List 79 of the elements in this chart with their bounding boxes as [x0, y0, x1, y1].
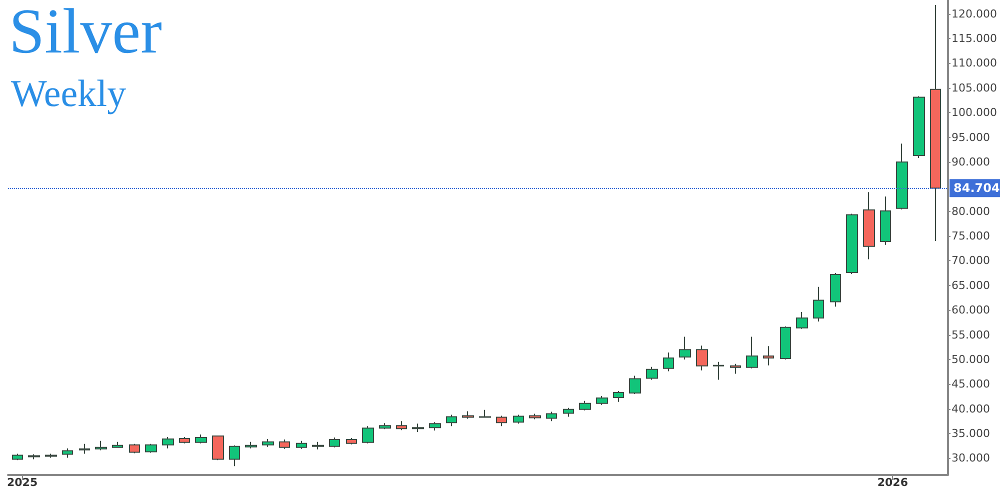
candlestick — [780, 326, 791, 360]
candlestick — [279, 438, 290, 450]
candlestick — [613, 390, 624, 402]
candlestick — [830, 272, 841, 308]
candlestick — [880, 196, 891, 246]
candlestick — [846, 213, 858, 275]
candlestick — [179, 436, 190, 444]
y-tick-label: 75.000 — [952, 230, 990, 243]
candlestick — [112, 441, 123, 448]
candlestick — [579, 400, 591, 411]
candlestick — [746, 336, 758, 369]
candlestick — [730, 363, 741, 374]
y-tick-label: 70.000 — [952, 254, 990, 268]
candlestick — [429, 422, 441, 432]
y-tick-label: 35.000 — [952, 427, 990, 440]
candlestick — [79, 443, 90, 454]
y-tick-label: 95.000 — [952, 130, 990, 144]
y-tick-label: 30.000 — [952, 452, 990, 465]
candlestick — [479, 409, 491, 418]
y-tick-label: 60.000 — [952, 304, 990, 317]
candlestick — [396, 420, 407, 431]
x-tick-label: 2026 — [877, 476, 908, 489]
candlestick — [696, 345, 708, 371]
candlestick — [312, 441, 324, 450]
candlestick — [913, 96, 925, 159]
candlestick — [930, 4, 941, 242]
chart-title: Silver — [9, 0, 162, 66]
ref-line-label: 84.704 — [954, 181, 1000, 196]
y-tick-label: 65.000 — [952, 278, 990, 292]
candlestick — [195, 434, 207, 444]
text: Weekly — [11, 73, 126, 115]
candlestick — [863, 192, 875, 260]
y-tick-label: 105.000 — [952, 81, 998, 94]
y-tick-label: 100.000 — [952, 106, 998, 120]
candlestick — [129, 443, 140, 454]
candlestick — [529, 413, 541, 420]
candlestick — [296, 440, 307, 450]
candlestick — [596, 396, 608, 406]
candlestick — [763, 346, 774, 366]
candlestick — [145, 443, 157, 454]
candlestick — [446, 414, 457, 427]
candlestick — [379, 422, 391, 430]
candlestick — [45, 453, 57, 458]
candlestick — [412, 423, 424, 433]
candlestick — [12, 453, 23, 461]
y-tick-label: 45.000 — [952, 378, 990, 391]
candlestick — [713, 361, 724, 380]
candlestick — [229, 444, 240, 467]
candlestick — [28, 454, 40, 460]
candlestick — [329, 436, 340, 448]
y-tick-label: 115.000 — [952, 32, 998, 46]
candlestick — [629, 375, 641, 395]
candlestick — [462, 410, 474, 420]
candlestick — [546, 411, 557, 422]
candlestick — [513, 414, 524, 424]
y-tick-label: 40.000 — [952, 402, 990, 416]
candlestick — [95, 440, 107, 451]
candlestick — [212, 435, 224, 461]
candlestick — [679, 336, 691, 360]
y-tick-label: 80.000 — [952, 204, 990, 218]
candlestick — [663, 352, 674, 372]
y-tick-label: 50.000 — [952, 352, 990, 366]
candlestick — [245, 441, 257, 449]
y-tick-label: 110.000 — [952, 56, 998, 70]
candlestick — [62, 448, 73, 458]
candlestick — [496, 415, 507, 427]
candlestick — [362, 426, 374, 444]
candlestick — [563, 407, 574, 418]
candlestick — [796, 312, 808, 330]
candlestick — [896, 143, 908, 210]
candlestick — [162, 436, 174, 449]
candlestick — [813, 286, 824, 322]
candlestick — [346, 437, 357, 445]
candlestick — [646, 366, 658, 380]
y-tick-label: 120.000 — [952, 7, 998, 20]
y-tick-label: 90.000 — [952, 155, 990, 168]
candlestick — [262, 438, 274, 448]
y-tick-label: 55.000 — [952, 328, 990, 342]
x-tick-label: 2025 — [6, 476, 38, 489]
